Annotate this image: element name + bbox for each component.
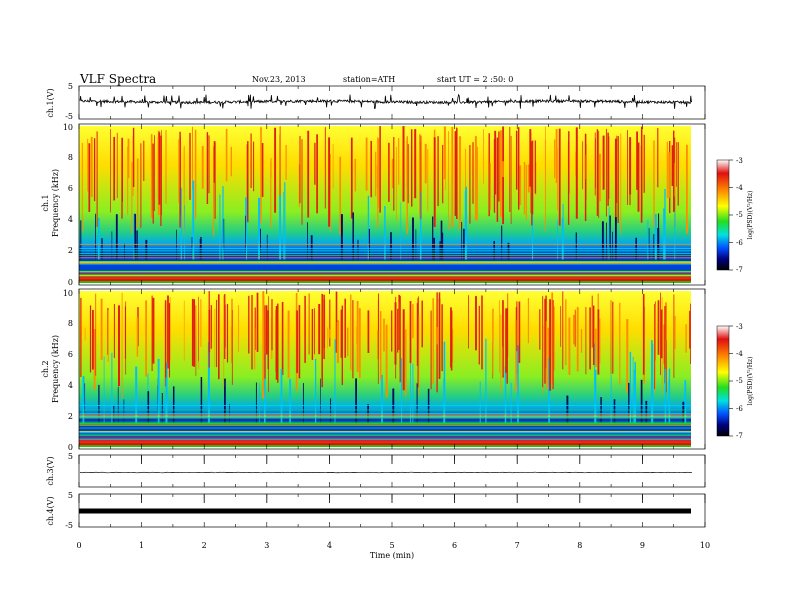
ch1-ytick-5: 5: [68, 82, 73, 91]
ch3-ylabel: ch.3(V): [46, 456, 55, 485]
colorbar-1-ticks: [729, 159, 733, 271]
ch1-freq-tick-10: 10: [63, 123, 73, 132]
cb2-tick-m7: -7: [736, 432, 743, 440]
ch1-waveform-panel: 5 -5 ch.1(V): [46, 82, 706, 121]
ch2-spectrogram-streaks: [79, 291, 691, 445]
ch1-freq-tick-4: 4: [68, 215, 73, 224]
cb1-tick-m7: -7: [736, 266, 743, 274]
ch3-ytick-5: 5: [68, 452, 73, 461]
colorbar-1-gradient: [716, 159, 730, 271]
colorbar-2: -3 -4 -5 -6 -7 log(PSD)(V²/Hz): [716, 323, 754, 440]
ch1-ytick-neg5: -5: [65, 112, 73, 121]
colorbar-1: -3 -4 -5 -6 -7 log(PSD)(V²/Hz): [716, 157, 754, 274]
x-tick-label: 6: [452, 541, 457, 550]
ch1-ticks: [78, 86, 706, 119]
ch1-freq-tick-0: 0: [68, 278, 73, 287]
ch2-spectrogram-image: [79, 291, 691, 447]
colorbar-2-gradient: [716, 325, 730, 437]
ch2-spectrogram-ticks: [78, 289, 706, 449]
cb1-tick-m6: -6: [736, 239, 743, 247]
x-tick-label: 3: [264, 541, 269, 550]
colorbar-2-ticks: [729, 325, 733, 437]
ch4-ytick-neg5: -5: [65, 521, 73, 530]
x-axis-label: Time (min): [370, 551, 414, 560]
ch1-trace: [79, 93, 692, 110]
figure-title: VLF Spectra: [79, 72, 156, 86]
ch1-ylabel: ch.1(V): [46, 88, 55, 117]
ch1-freq-tick-6: 6: [68, 184, 73, 193]
ch1-freq-tick-2: 2: [68, 246, 73, 255]
x-tick-label: 10: [700, 541, 710, 550]
x-tick-label: 9: [640, 541, 645, 550]
ch2-freq-tick-2: 2: [68, 412, 73, 421]
start-time-label: start UT = 2 :50: 0: [437, 75, 513, 84]
ch4-ylabel: ch.4(V): [46, 496, 55, 525]
x-tick-label: 1: [139, 541, 144, 550]
ch2-freq-tick-8: 8: [68, 319, 73, 328]
station-label: station=ATH: [343, 75, 395, 84]
x-tick-label: 0: [76, 541, 81, 550]
cb2-label: log(PSD)(V²/Hz): [747, 357, 754, 406]
cb1-tick-m5: -5: [736, 211, 743, 219]
cb2-tick-m4: -4: [736, 350, 743, 358]
ch1-channel-label: ch.1: [41, 194, 50, 211]
ch1-spectrogram-image: [79, 126, 691, 283]
ch1-spectrogram-streaks: [79, 126, 691, 281]
cb1-tick-m4: -4: [736, 184, 743, 192]
ch2-freq-tick-4: 4: [68, 381, 73, 390]
date-label: Nov.23, 2013: [252, 75, 306, 84]
ch4-ticks: [78, 494, 706, 527]
cb2-tick-m3: -3: [736, 323, 743, 331]
ch4-waveform-panel: 5 -5 ch.4(V): [46, 491, 706, 530]
ch4-trace: [79, 508, 691, 514]
x-tick-label: 4: [327, 541, 332, 550]
ch2-freq-tick-10: 10: [63, 289, 73, 298]
cb2-tick-m6: -6: [736, 405, 743, 413]
ch2-freq-tick-6: 6: [68, 350, 73, 359]
ch2-channel-label: ch.2: [41, 360, 50, 377]
x-axis-tick-labels: 0 1 2 3 4 5 6 7 8 9 10: [76, 541, 710, 550]
ch2-freq-tick-0: 0: [68, 443, 73, 452]
cb1-label: log(PSD)(V²/Hz): [747, 191, 754, 240]
ch1-spectrogram-panel: 10 8 6 4 2 0 ch.1 Frequency (kHz): [41, 123, 706, 287]
ch3-waveform-panel: 5 ch.3(V): [46, 452, 706, 488]
ch1-freq-tick-8: 8: [68, 153, 73, 162]
ch2-spectrogram-panel: 10 8 6 4 2 0 ch.2 Frequency (kHz): [41, 288, 706, 452]
ch1-freq-label: Frequency (kHz): [51, 169, 60, 237]
cb2-tick-m5: -5: [736, 377, 743, 385]
x-tick-label: 7: [515, 541, 520, 550]
ch3-trace: [79, 471, 693, 474]
ch4-ytick-5: 5: [68, 491, 73, 500]
x-tick-label: 5: [389, 541, 394, 550]
ch1-spectrogram-ticks: [78, 124, 706, 285]
x-tick-label: 8: [577, 541, 582, 550]
ch3-ticks: [78, 455, 706, 487]
ch2-freq-label: Frequency (kHz): [51, 335, 60, 403]
x-tick-label: 2: [202, 541, 207, 550]
cb1-tick-m3: -3: [736, 157, 743, 165]
